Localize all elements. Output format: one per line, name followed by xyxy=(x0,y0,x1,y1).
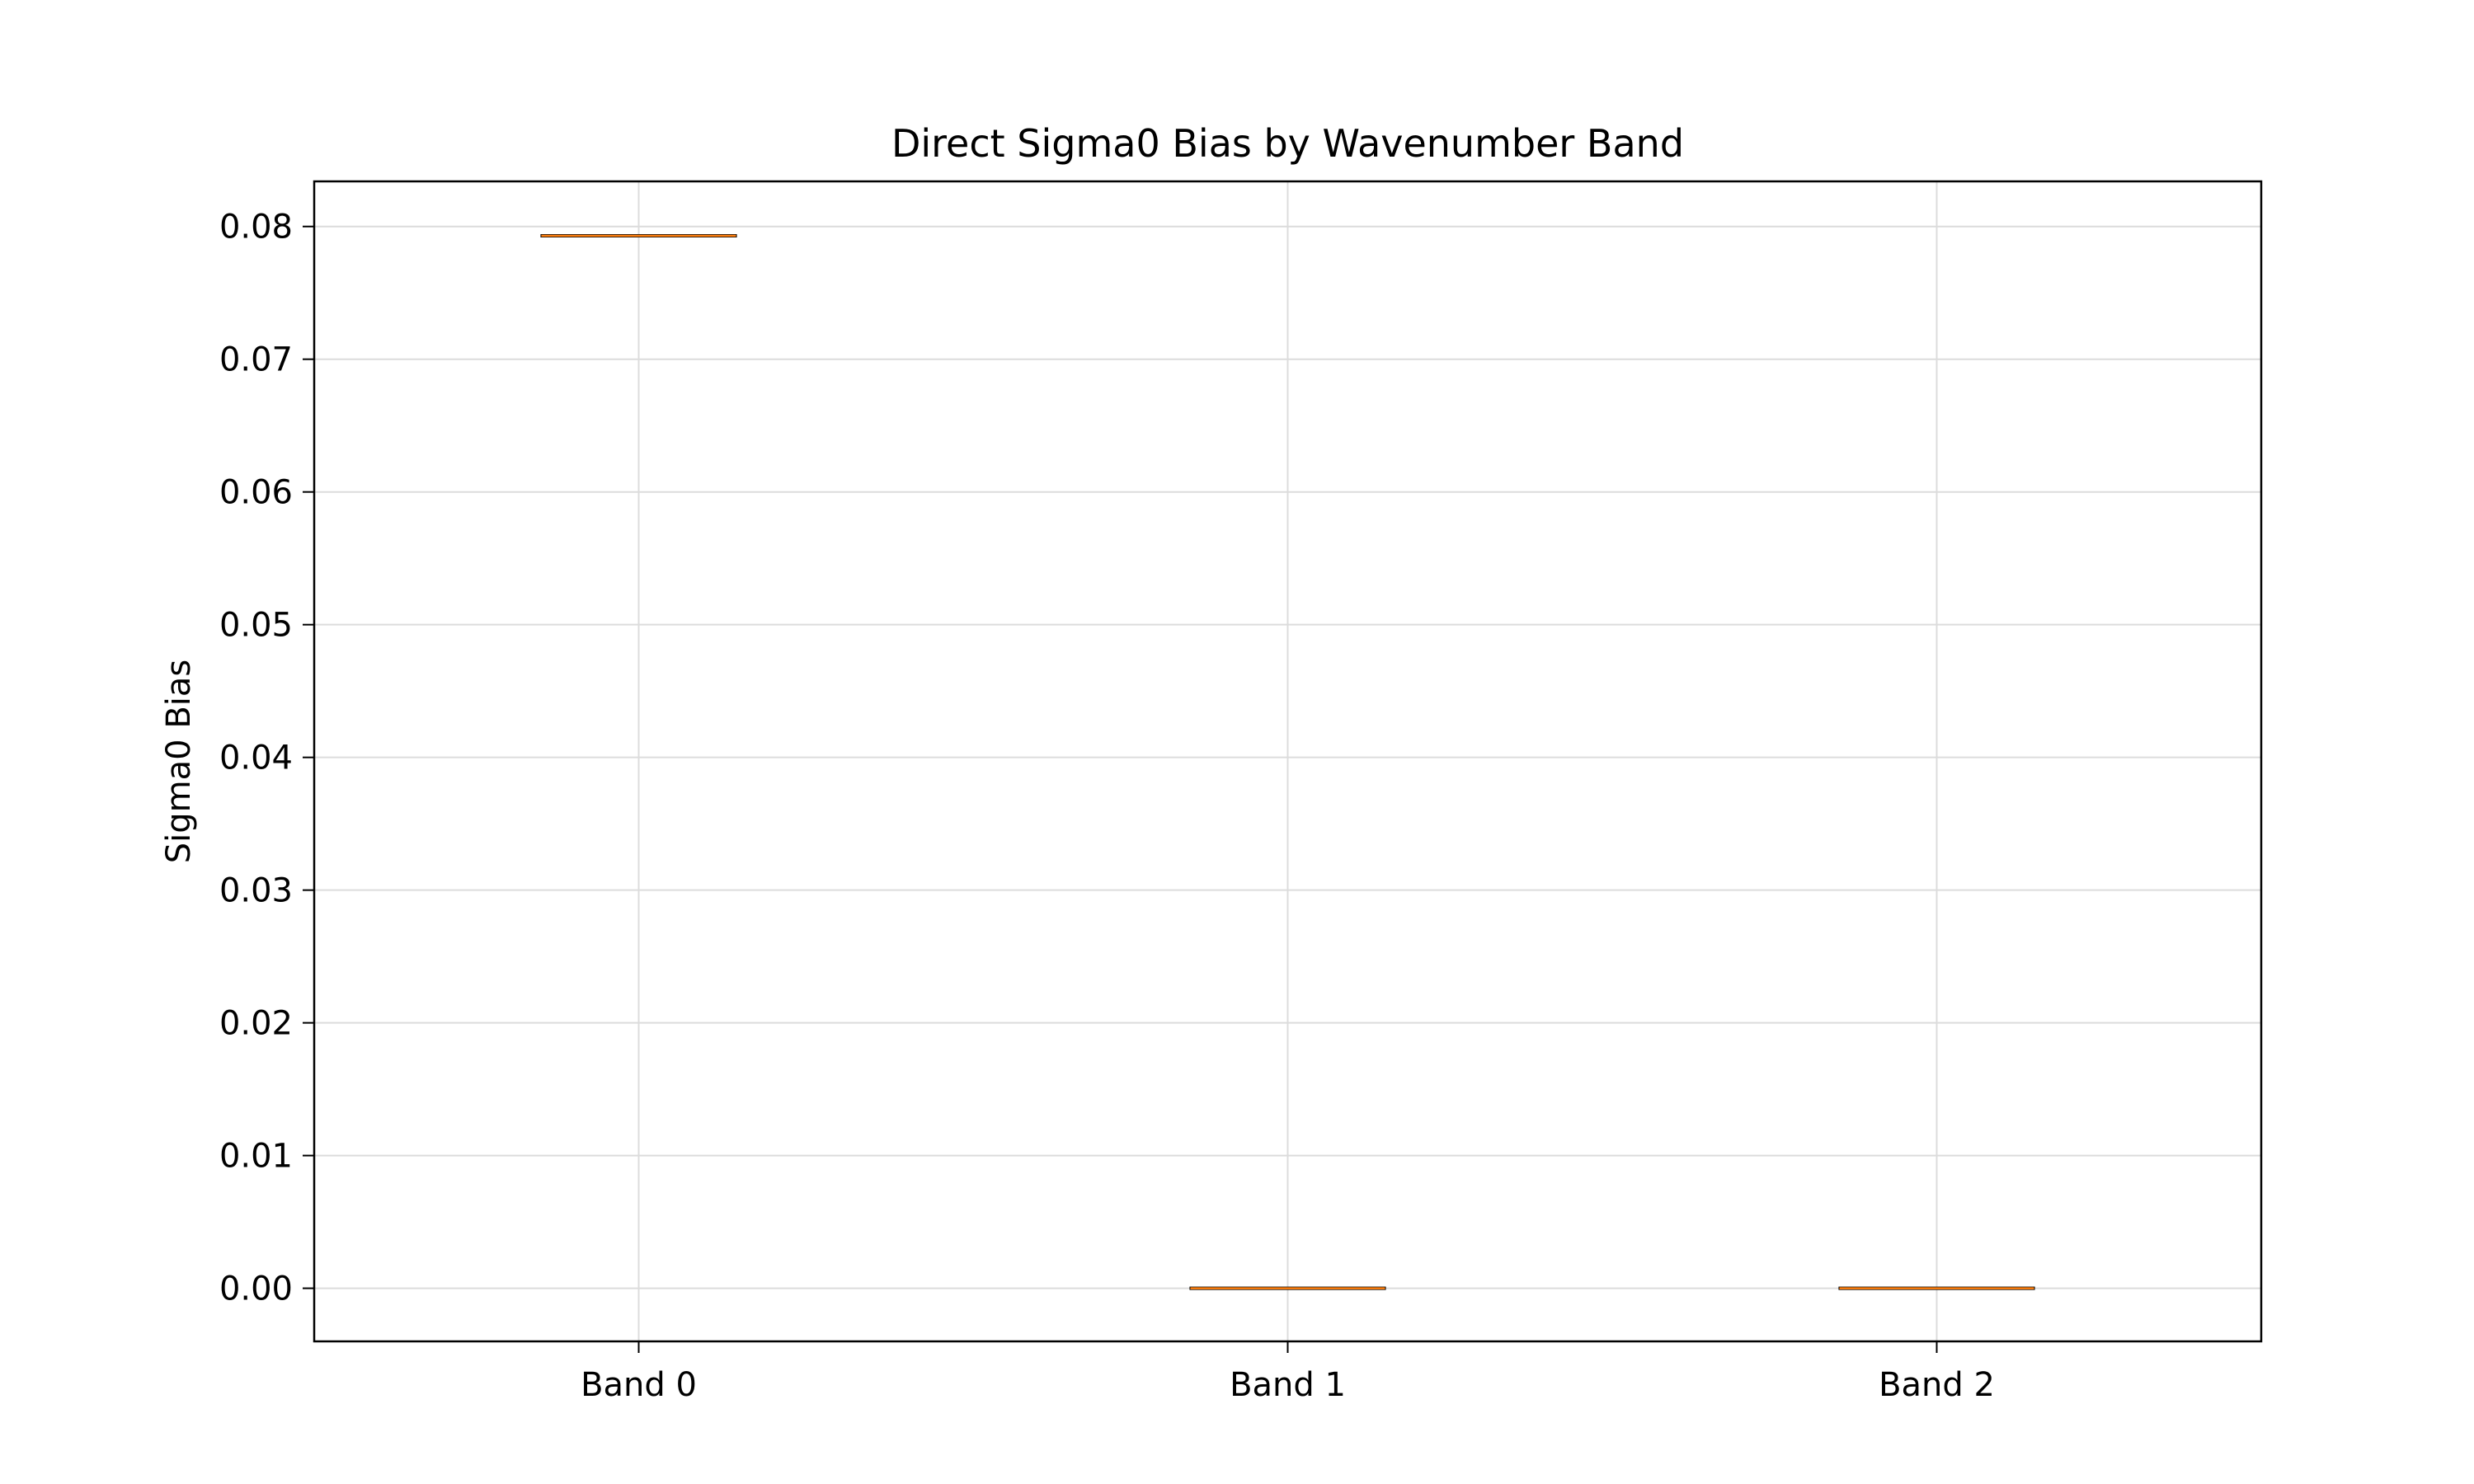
grid-layer xyxy=(314,181,2261,1341)
y-tick-label: 0.07 xyxy=(219,341,293,379)
y-tick-label: 0.00 xyxy=(219,1270,293,1308)
ticks-layer: 0.00 0.01 0.02 0.03 0.04 0.05 0.06 0.07 0.08 Band… xyxy=(219,209,1995,1404)
y-tick-label: 0.01 xyxy=(219,1138,293,1176)
marks-layer xyxy=(540,234,2035,1290)
x-tick-label: Band 1 xyxy=(1230,1366,1346,1404)
y-tick-label: 0.06 xyxy=(219,474,293,512)
y-tick-label: 0.02 xyxy=(219,1005,293,1043)
y-axis-label: Sigma0 Bias xyxy=(160,660,198,863)
y-tick-label: 0.03 xyxy=(219,872,293,910)
chart-title: Direct Sigma0 Bias by Wavenumber Band xyxy=(891,121,1684,166)
y-tick-label: 0.08 xyxy=(219,209,293,247)
y-tick-label: 0.04 xyxy=(219,740,293,777)
y-tick-label: 0.05 xyxy=(219,607,293,645)
x-tick-label: Band 2 xyxy=(1879,1366,1995,1404)
x-tick-label: Band 0 xyxy=(581,1366,697,1404)
